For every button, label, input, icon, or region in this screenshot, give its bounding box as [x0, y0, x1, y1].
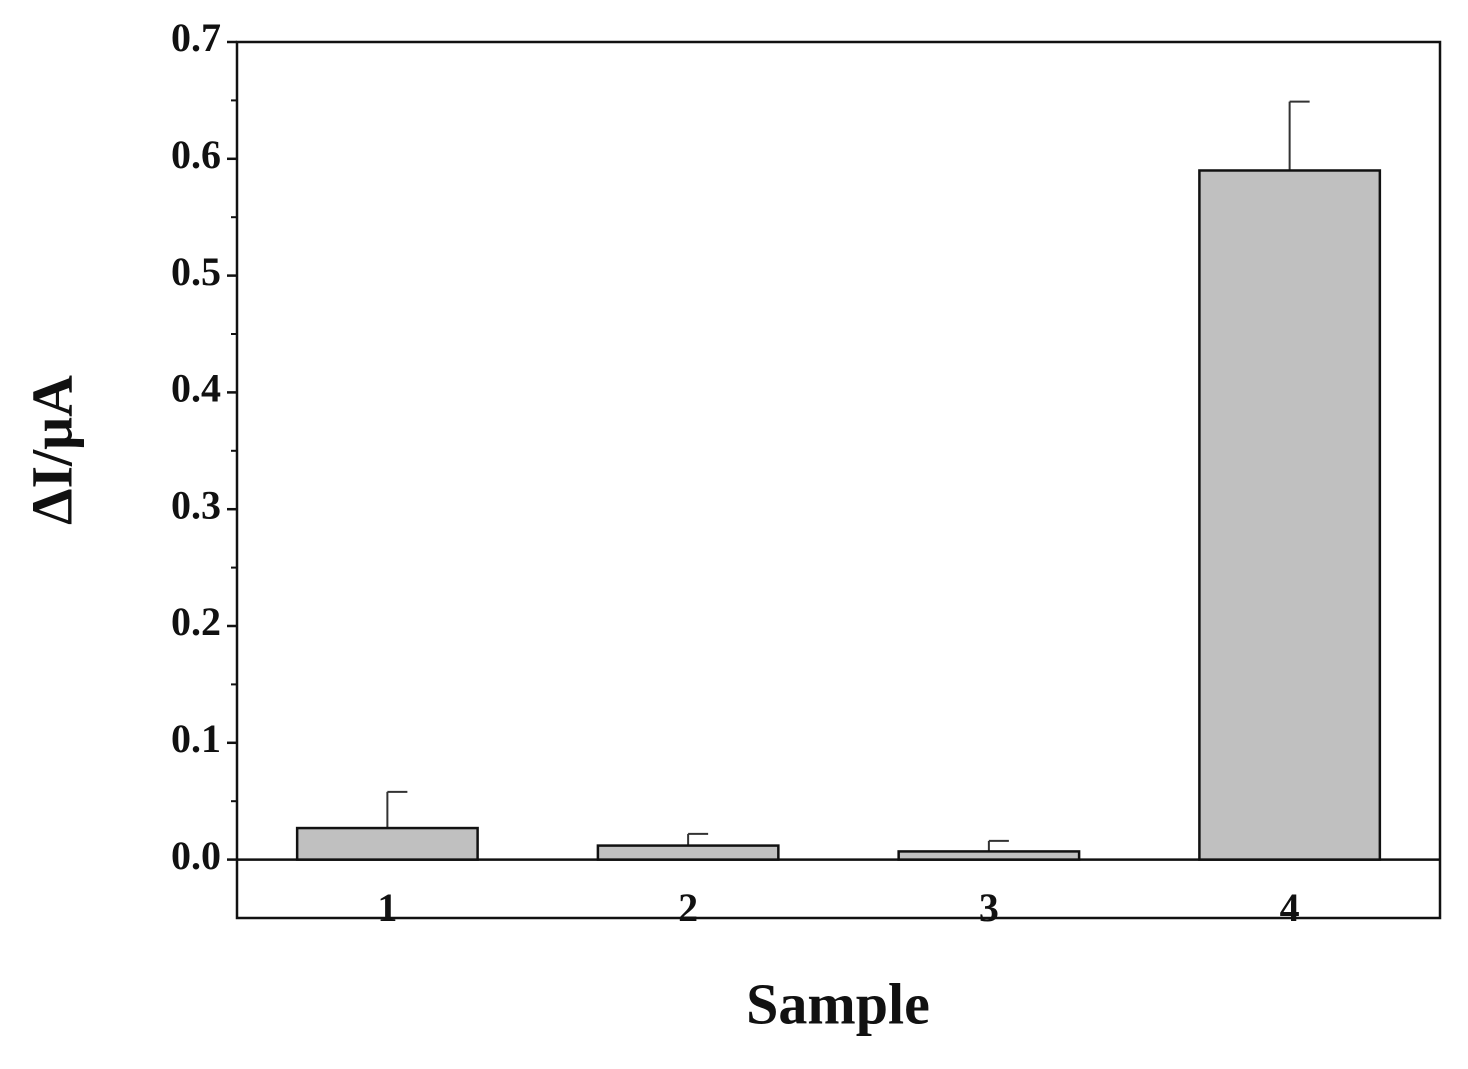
y-tick-label: 0.6 [171, 132, 221, 177]
x-tick-label: 4 [1280, 885, 1300, 930]
plot-frame [235, 40, 1442, 920]
y-tick-label: 0.1 [171, 716, 221, 761]
y-tick-label: 0.0 [171, 833, 221, 878]
bar [596, 844, 780, 861]
x-tick-label: 2 [678, 885, 698, 930]
y-tick-label: 0.3 [171, 482, 221, 527]
x-axis-label: Sample [746, 971, 930, 1036]
bar [295, 826, 479, 861]
x-tick-label: 1 [377, 885, 397, 930]
y-tick-label: 0.2 [171, 599, 221, 644]
bar [897, 850, 1081, 861]
y-axis-label: ΔI/μA [19, 375, 84, 525]
bar [1198, 169, 1382, 861]
y-tick-label: 0.4 [171, 366, 221, 411]
x-tick-label: 3 [979, 885, 999, 930]
y-tick-label: 0.7 [171, 15, 221, 60]
y-tick-label: 0.5 [171, 249, 221, 294]
